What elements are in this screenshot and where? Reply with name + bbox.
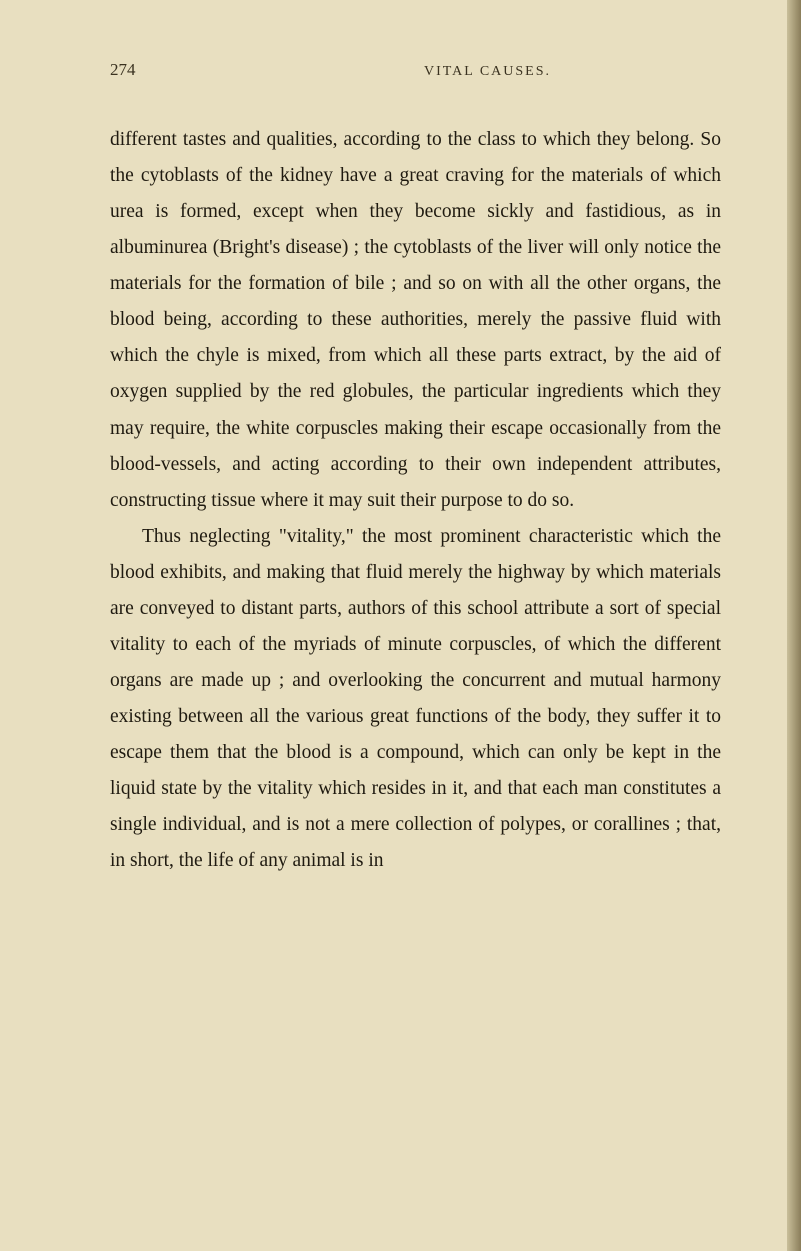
page-header: 274 VITAL CAUSES. (110, 60, 721, 80)
page-container: 274 VITAL CAUSES. different tastes and q… (0, 0, 801, 1251)
body-text-container: different tastes and qualities, accordin… (110, 122, 721, 879)
page-number: 274 (110, 60, 136, 80)
paragraph-1: different tastes and qualities, accordin… (110, 122, 721, 519)
chapter-title: VITAL CAUSES. (424, 64, 551, 80)
paragraph-2: Thus neglecting "vitality," the most pro… (110, 519, 721, 880)
page-edge-shadow (787, 0, 801, 1251)
